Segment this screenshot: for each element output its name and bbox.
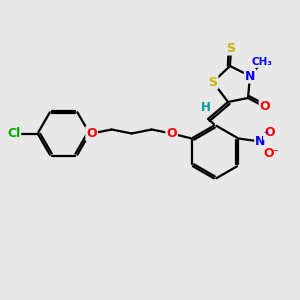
Text: O: O xyxy=(264,126,275,139)
Text: O: O xyxy=(86,127,97,140)
Text: CH₃: CH₃ xyxy=(251,57,272,67)
Text: N: N xyxy=(255,135,266,148)
Text: ⁻: ⁻ xyxy=(272,148,278,158)
Text: O: O xyxy=(263,147,274,160)
Text: S: S xyxy=(226,41,236,55)
Text: ⁺: ⁺ xyxy=(264,130,269,140)
Text: N: N xyxy=(245,70,255,83)
Text: S: S xyxy=(208,76,217,88)
Text: O: O xyxy=(260,100,270,113)
Text: H: H xyxy=(201,101,211,114)
Text: Cl: Cl xyxy=(7,127,20,140)
Text: O: O xyxy=(166,127,177,140)
